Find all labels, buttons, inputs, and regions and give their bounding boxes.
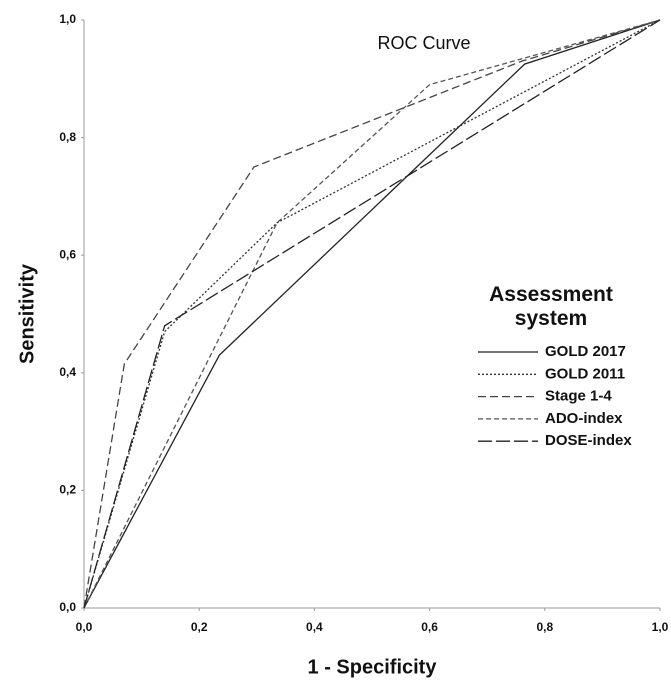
legend-label: GOLD 2017 [545, 343, 626, 360]
x-tick-label: 0,6 [421, 620, 438, 634]
y-tick-label: 0,6 [59, 247, 76, 261]
roc-line [83, 19, 661, 609]
roc-line [83, 19, 661, 609]
chart-title: ROC Curve [377, 33, 470, 53]
legend-label: Stage 1-4 [545, 388, 612, 405]
x-axis-label: 1 - Specificity [308, 656, 438, 678]
legend-label: GOLD 2011 [545, 365, 625, 382]
x-tick-label: 0,2 [191, 620, 208, 634]
y-tick-label: 0,4 [59, 365, 76, 379]
roc-line [83, 19, 661, 609]
legend-label: ADO-index [545, 410, 623, 427]
x-tick-label: 0,0 [76, 620, 93, 634]
y-tick-label: 0,0 [59, 600, 76, 614]
roc-line [83, 19, 661, 609]
x-tick-label: 0,4 [306, 620, 323, 634]
y-tick-label: 1,0 [59, 12, 76, 26]
y-tick-label: 0,2 [59, 483, 76, 497]
legend-label: DOSE-index [545, 432, 632, 449]
x-tick-label: 1,0 [652, 620, 669, 634]
y-axis-label: Sensitivity [16, 263, 38, 364]
y-tick-label: 0,8 [59, 130, 76, 144]
legend-title: Assessment system [489, 283, 613, 330]
roc-line [83, 19, 661, 609]
x-tick-label: 0,8 [536, 620, 553, 634]
